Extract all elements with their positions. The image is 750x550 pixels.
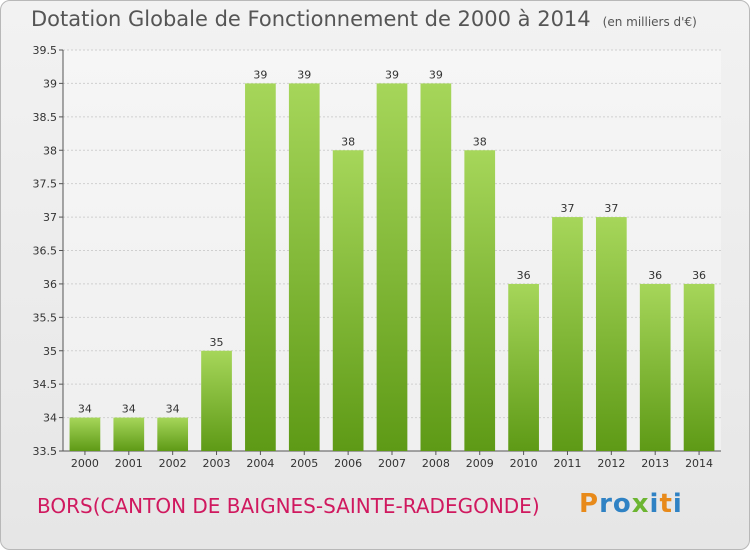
bar (639, 283, 671, 451)
x-tick-label: 2004 (246, 457, 274, 470)
bar (245, 83, 276, 452)
logo-letter: o (612, 489, 632, 519)
x-tick-label: 2005 (290, 457, 318, 470)
y-tick-label: 34 (43, 412, 57, 425)
data-label: 35 (210, 336, 224, 349)
data-label: 34 (78, 403, 92, 416)
data-label: 37 (560, 202, 574, 215)
bar (157, 417, 189, 451)
logo-letter: r (599, 489, 613, 519)
x-tick-label: 2012 (597, 457, 625, 470)
data-label: 39 (297, 68, 311, 81)
chart-title: Dotation Globale de Fonctionnement de 20… (31, 7, 697, 31)
bar (552, 217, 583, 451)
x-tick-label: 2003 (203, 457, 231, 470)
data-label: 36 (648, 269, 662, 282)
data-label: 36 (692, 269, 706, 282)
bar (201, 350, 232, 451)
data-label: 34 (166, 403, 180, 416)
bar (376, 83, 408, 452)
bar (508, 283, 539, 451)
logo-letter: P (579, 489, 600, 519)
logo-letter: i (672, 489, 683, 519)
y-tick-label: 38 (43, 144, 57, 157)
data-label: 37 (604, 202, 618, 215)
y-tick-label: 39.5 (33, 44, 58, 57)
data-label: 39 (429, 68, 443, 81)
bar (332, 150, 364, 451)
data-label: 34 (122, 403, 136, 416)
chart-title-text: Dotation Globale de Fonctionnement de 20… (31, 7, 591, 31)
x-tick-label: 2008 (422, 457, 450, 470)
x-tick-label: 2001 (115, 457, 143, 470)
bar (595, 217, 627, 451)
x-tick-label: 2006 (334, 457, 362, 470)
bar (288, 83, 320, 452)
x-tick-label: 2007 (378, 457, 406, 470)
y-tick-label: 38.5 (33, 111, 58, 124)
x-tick-label: 2013 (641, 457, 669, 470)
commune-name: BORS(CANTON DE BAIGNES-SAINTE-RADEGONDE) (37, 494, 540, 518)
y-tick-label: 37 (43, 211, 57, 224)
bar (464, 150, 496, 451)
data-label: 36 (517, 269, 531, 282)
chart-unit: (en milliers d'€) (602, 15, 697, 29)
data-label: 39 (385, 68, 399, 81)
bar (683, 283, 715, 451)
y-tick-label: 39 (43, 77, 57, 90)
y-tick-label: 35.5 (33, 311, 58, 324)
y-tick-label: 33.5 (33, 445, 58, 458)
data-label: 39 (253, 68, 267, 81)
data-label: 38 (473, 135, 487, 148)
logo-letter: t (659, 489, 673, 519)
y-tick-label: 35 (43, 345, 57, 358)
bar (69, 417, 101, 451)
x-tick-label: 2014 (685, 457, 713, 470)
x-tick-label: 2010 (510, 457, 538, 470)
proxiti-logo[interactable]: Proxiti (579, 489, 683, 519)
x-tick-label: 2011 (553, 457, 581, 470)
y-tick-label: 36.5 (33, 245, 58, 258)
y-tick-label: 36 (43, 278, 57, 291)
y-tick-label: 37.5 (33, 178, 58, 191)
x-tick-label: 2009 (466, 457, 494, 470)
y-tick-label: 34.5 (33, 378, 58, 391)
x-tick-label: 2002 (159, 457, 187, 470)
logo-letter: i (649, 489, 660, 519)
bar (113, 417, 145, 451)
bar (420, 83, 452, 452)
data-label: 38 (341, 135, 355, 148)
logo-letter: x (631, 489, 650, 519)
x-tick-label: 2000 (71, 457, 99, 470)
